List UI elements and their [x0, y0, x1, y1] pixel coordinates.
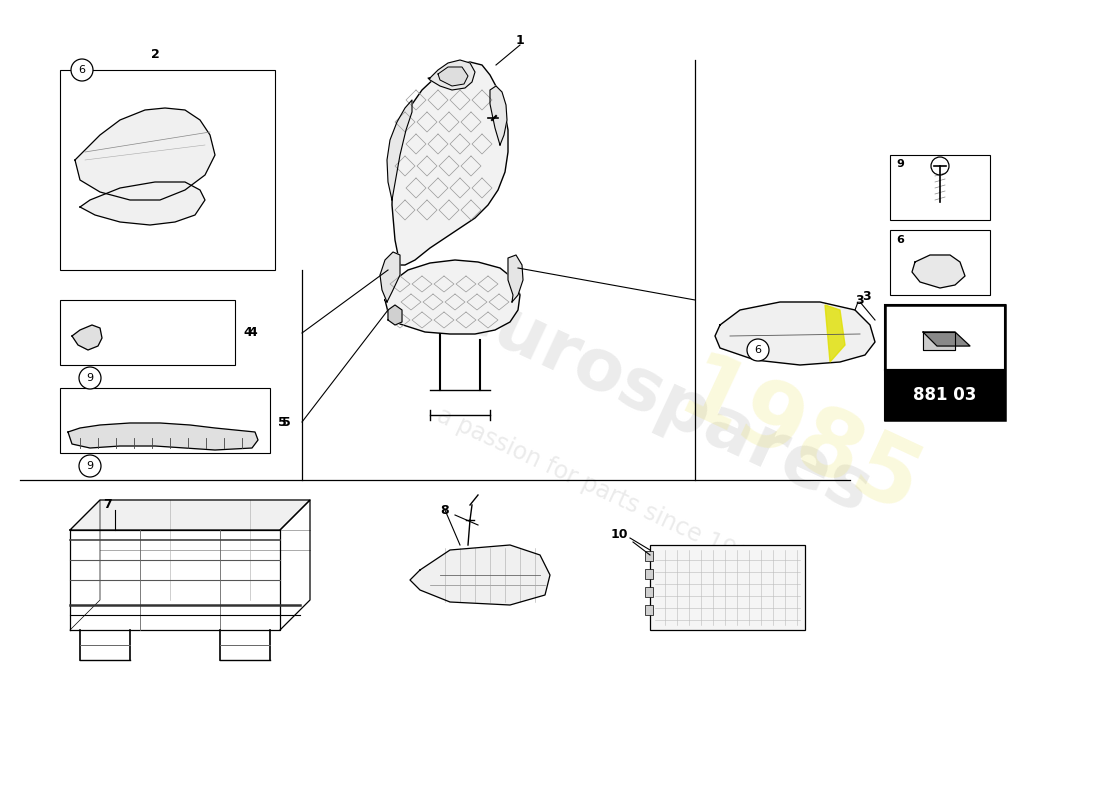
Circle shape [72, 59, 94, 81]
Bar [886, 370, 1005, 420]
Text: 10: 10 [610, 529, 628, 542]
Polygon shape [392, 62, 508, 265]
Text: 9: 9 [87, 373, 94, 383]
Polygon shape [923, 332, 970, 346]
Polygon shape [923, 332, 955, 350]
Bar [645, 551, 653, 561]
Bar [890, 155, 990, 220]
Text: 9: 9 [87, 461, 94, 471]
Polygon shape [388, 305, 401, 325]
Bar [60, 70, 275, 270]
Bar [645, 587, 653, 597]
Polygon shape [387, 100, 412, 200]
Text: 7: 7 [103, 498, 112, 511]
Polygon shape [438, 67, 468, 86]
Bar [645, 569, 653, 579]
Circle shape [747, 339, 769, 361]
Text: a passion for parts since 1985: a passion for parts since 1985 [433, 404, 767, 576]
Text: 2: 2 [151, 49, 160, 62]
Bar [886, 305, 1005, 370]
Polygon shape [80, 182, 205, 225]
Circle shape [79, 367, 101, 389]
Polygon shape [70, 500, 310, 530]
Polygon shape [428, 60, 475, 90]
Polygon shape [508, 255, 522, 302]
Text: 1985: 1985 [666, 346, 935, 534]
Text: 881 03: 881 03 [913, 386, 977, 404]
Polygon shape [385, 260, 520, 334]
Polygon shape [75, 108, 214, 200]
Polygon shape [490, 86, 507, 145]
Text: 6: 6 [755, 345, 761, 355]
Text: 3: 3 [862, 290, 870, 303]
Text: 4: 4 [243, 326, 252, 339]
Polygon shape [68, 423, 258, 450]
Bar [60, 388, 270, 453]
Bar [650, 545, 805, 630]
Text: 8: 8 [441, 503, 449, 517]
Polygon shape [410, 545, 550, 605]
Polygon shape [72, 325, 102, 350]
Bar [890, 230, 990, 295]
Text: 4: 4 [248, 326, 256, 339]
Polygon shape [715, 302, 874, 365]
Text: 3: 3 [856, 294, 865, 306]
Polygon shape [912, 255, 965, 288]
Text: 6: 6 [78, 65, 86, 75]
Text: 6: 6 [896, 235, 904, 245]
Text: eurospares: eurospares [439, 272, 881, 528]
Text: 5: 5 [282, 415, 290, 429]
Circle shape [79, 455, 101, 477]
Bar [60, 300, 235, 365]
Polygon shape [379, 252, 400, 302]
Text: 5: 5 [277, 415, 286, 429]
Bar [645, 605, 653, 615]
Text: 1: 1 [516, 34, 525, 46]
Bar [886, 305, 1005, 420]
Text: 9: 9 [896, 159, 904, 169]
Polygon shape [825, 305, 845, 362]
